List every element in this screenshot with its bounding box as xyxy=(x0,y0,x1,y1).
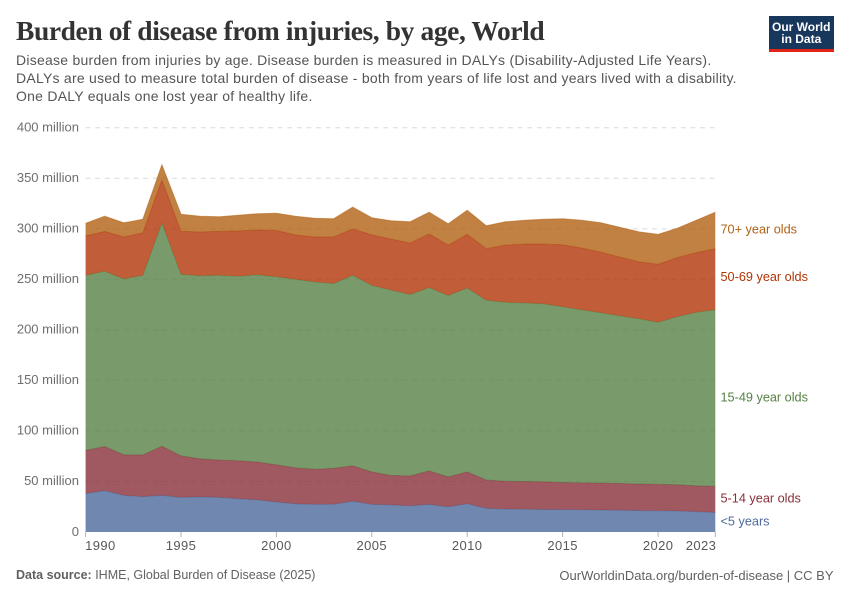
svg-text:50 million: 50 million xyxy=(24,473,79,488)
svg-text:100 million: 100 million xyxy=(17,422,79,437)
svg-text:70+ year olds: 70+ year olds xyxy=(721,223,798,237)
svg-text:2010: 2010 xyxy=(452,538,483,553)
svg-text:<5 years: <5 years xyxy=(721,515,770,529)
svg-text:15-49 year olds: 15-49 year olds xyxy=(721,391,808,405)
svg-text:2023: 2023 xyxy=(686,538,717,553)
svg-text:1990: 1990 xyxy=(85,538,116,553)
svg-text:0: 0 xyxy=(72,524,79,539)
svg-text:50-69 year olds: 50-69 year olds xyxy=(721,270,808,284)
svg-text:2000: 2000 xyxy=(261,538,292,553)
svg-text:5-14 year olds: 5-14 year olds xyxy=(721,492,801,506)
svg-text:1995: 1995 xyxy=(166,538,197,553)
svg-text:200 million: 200 million xyxy=(17,321,79,336)
svg-text:350 million: 350 million xyxy=(17,170,79,185)
svg-text:400 million: 400 million xyxy=(17,119,79,134)
svg-text:300 million: 300 million xyxy=(17,220,79,235)
svg-text:150 million: 150 million xyxy=(17,372,79,387)
svg-text:2015: 2015 xyxy=(547,538,578,553)
svg-text:2020: 2020 xyxy=(643,538,674,553)
svg-text:2005: 2005 xyxy=(357,538,388,553)
svg-text:250 million: 250 million xyxy=(17,271,79,286)
